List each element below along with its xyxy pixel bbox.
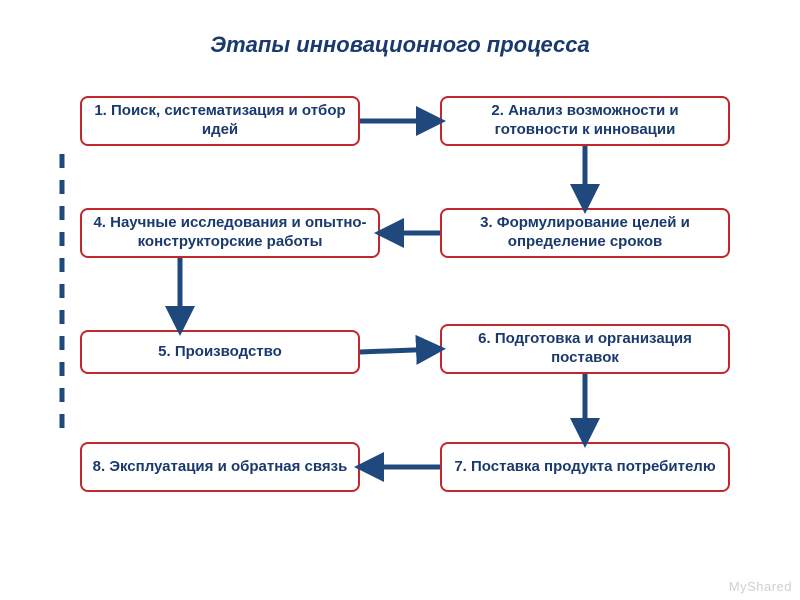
flowchart-node-n8: 8. Эксплуатация и обратная связь: [80, 442, 360, 492]
edge-n5-n6: [360, 349, 440, 352]
flowchart-node-n6: 6. Подготовка и организация поставок: [440, 324, 730, 374]
flowchart-node-n1: 1. Поиск, систематизация и отбор идей: [80, 96, 360, 146]
flowchart-node-n2: 2. Анализ возможности и готовности к инн…: [440, 96, 730, 146]
diagram-title: Этапы инновационного процесса: [0, 32, 800, 58]
flowchart-node-n4: 4. Научные исследования и опытно-констру…: [80, 208, 380, 258]
flowchart-node-n3: 3. Формулирование целей и определение ср…: [440, 208, 730, 258]
flowchart-node-n7: 7. Поставка продукта потребителю: [440, 442, 730, 492]
flowchart-node-n5: 5. Производство: [80, 330, 360, 374]
flowchart-arrows: [0, 0, 800, 600]
watermark: MyShared: [729, 579, 792, 594]
